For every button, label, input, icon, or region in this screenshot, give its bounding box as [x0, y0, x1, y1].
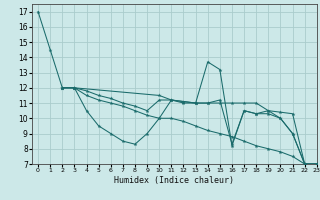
X-axis label: Humidex (Indice chaleur): Humidex (Indice chaleur) [115, 176, 234, 185]
